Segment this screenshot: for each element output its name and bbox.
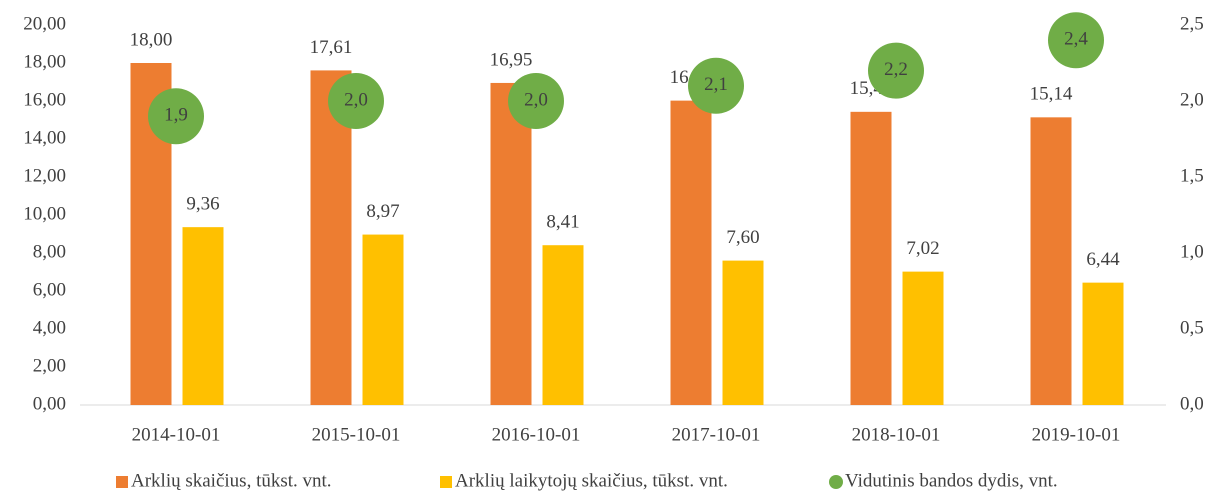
data-label: 6,44 [1086,249,1120,270]
y-tick-label: 20,00 [23,13,66,34]
legend-label: Vidutinis bandos dydis, vnt. [845,470,1058,491]
legend-swatch [829,475,843,489]
data-label: 2,0 [524,89,548,110]
x-tick-label: 2014-10-01 [132,424,221,445]
y-tick-label: 2,00 [33,355,66,376]
x-tick-label: 2016-10-01 [492,424,581,445]
bar [850,111,892,405]
data-label: 16,95 [490,49,533,70]
data-label: 1,9 [164,105,188,126]
data-label: 18,00 [130,29,173,50]
marker [328,73,384,129]
y2-tick-label: 2,5 [1180,13,1204,34]
marker [868,42,924,99]
y2-tick-label: 1,0 [1180,241,1204,262]
y-tick-label: 12,00 [23,165,66,186]
data-label: 2,4 [1064,29,1088,50]
y2-tick-label: 1,5 [1180,165,1204,186]
data-label: 15,14 [1030,84,1073,105]
data-label: 2,0 [344,89,368,110]
legend-swatch [116,476,128,488]
y-tick-label: 10,00 [23,203,66,224]
legend-label: Arklių skaičius, tūkst. vnt. [131,470,332,491]
marker [688,57,744,114]
y2-tick-label: 0,0 [1180,393,1204,414]
data-label: 7,02 [906,238,939,259]
bar [542,245,584,405]
bar [1082,282,1124,405]
legend-swatch [440,476,452,488]
bar [182,227,224,405]
x-tick-label: 2018-10-01 [852,424,941,445]
y-tick-label: 14,00 [23,127,66,148]
bar [722,260,764,405]
y-tick-label: 8,00 [33,241,66,262]
y-tick-label: 16,00 [23,89,66,110]
y-tick-label: 6,00 [33,279,66,300]
data-label: 8,97 [366,201,399,222]
marker [1048,12,1104,69]
data-label: 8,41 [546,212,579,233]
bar [670,100,712,406]
x-tick-label: 2015-10-01 [312,424,401,445]
data-label: 9,36 [186,194,219,215]
y-tick-label: 18,00 [23,51,66,72]
data-label: 17,61 [310,37,353,58]
y2-tick-label: 2,0 [1180,89,1204,110]
x-tick-label: 2019-10-01 [1032,424,1121,445]
marker [148,88,204,145]
legend-label: Arklių laikytojų skaičius, tūkst. vnt. [455,470,728,491]
data-label: 2,2 [884,59,908,80]
bar [490,82,532,405]
bar [902,271,944,405]
x-tick-label: 2017-10-01 [672,424,761,445]
y2-tick-label: 0,5 [1180,317,1204,338]
data-label: 7,60 [726,227,759,248]
bar [362,234,404,405]
bar [1030,117,1072,405]
marker [508,73,564,129]
y-tick-label: 0,00 [33,393,66,414]
y-tick-label: 4,00 [33,317,66,338]
data-label: 2,1 [704,74,728,95]
